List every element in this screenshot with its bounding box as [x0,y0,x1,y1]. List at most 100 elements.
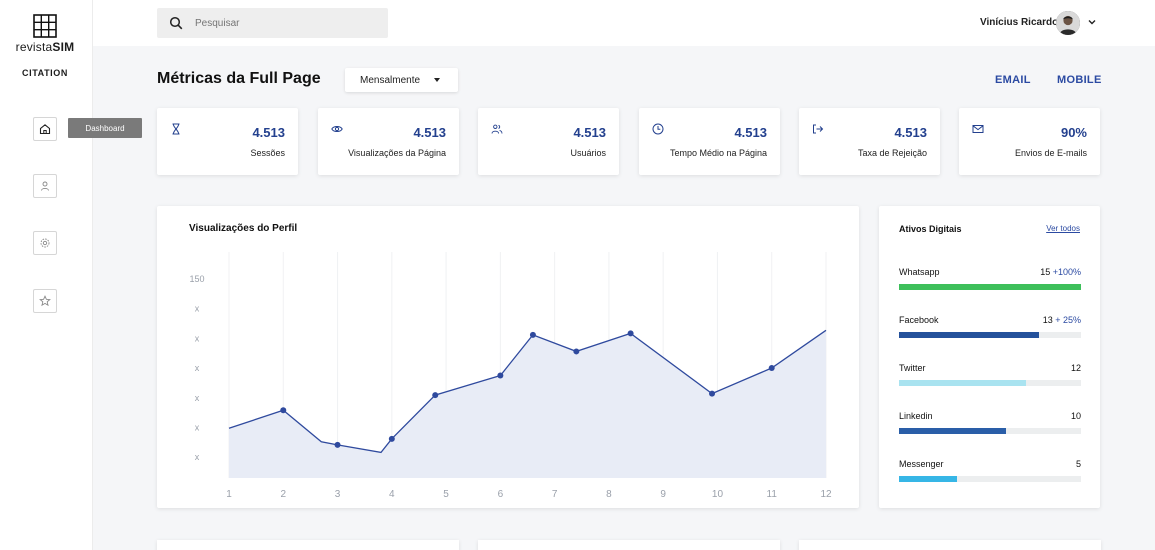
data-point [529,331,536,338]
x-tick-label: 7 [552,489,558,500]
stat-value: 4.513 [413,125,446,140]
stat-label: Tempo Médio na Página [669,148,767,158]
sidebar-item-favorites[interactable] [33,289,57,313]
x-tick-label: 9 [660,489,666,500]
x-tick-label: 2 [280,489,286,500]
avatar-photo [1056,11,1080,35]
stat-label: Sessões [250,148,285,158]
search-input[interactable] [195,17,375,29]
asset-count: 5 [1075,459,1081,469]
home-icon [39,124,51,135]
stat-label: Visualizações da Página [348,148,446,158]
sidebar: revistaSIM CITATION [0,0,93,550]
user-icon [41,181,49,191]
asset-count: 15 +100% [1040,267,1081,277]
search-box[interactable] [157,8,388,38]
asset-row-facebook: Facebook 13 + 25% [899,315,1081,345]
data-point [709,390,716,397]
period-label: Mensalmente [360,74,421,86]
logo-grid-icon [33,14,57,38]
stat-value: 4.513 [252,125,285,140]
y-tick-label: x [195,304,200,314]
stat-card-sessions: 4.513 Sessões [157,108,298,175]
progress-fill [899,428,1007,434]
progress-track [899,428,1081,434]
data-point [280,407,287,414]
y-tick-label: x [195,333,200,343]
series-line [228,329,827,454]
stat-label: Envios de E-mails [1014,148,1087,158]
dashboard-tooltip: Dashboard [68,118,142,138]
star-icon [39,295,51,307]
hourglass-icon [172,123,180,135]
progress-fill [899,332,1040,338]
brand-subtitle: CITATION [22,68,68,78]
data-point [627,330,634,337]
progress-track [899,284,1081,290]
mail-icon [972,125,984,133]
y-tick-label: x [195,363,200,373]
page-title: Métricas da Full Page [157,70,321,87]
tab-mobile[interactable]: MOBILE [1057,74,1102,86]
bottom-card [157,540,459,550]
progress-fill [899,380,1027,386]
user-name: Vinícius Ricardo [980,17,1059,28]
stat-card-bounce-rate: 4.513 Taxa de Rejeição [799,108,940,175]
progress-fill [899,284,1081,290]
x-tick-label: 1 [226,489,232,500]
asset-row-linkedin: Linkedin 10 [899,411,1081,441]
stat-card-avg-time: 4.513 Tempo Médio na Página [639,108,780,175]
top-bar: Vinícius Ricardo [93,0,1155,46]
stat-card-emails: 90% Envios de E-mails [959,108,1100,175]
asset-row-twitter: Twitter 12 [899,363,1081,393]
stat-label: Usuários [570,148,606,158]
x-tick-label: 4 [389,489,395,500]
x-tick-label: 3 [335,489,341,500]
y-tick-label: x [195,452,200,462]
data-point [432,392,439,399]
asset-name: Twitter [899,363,926,373]
stat-value: 4.513 [573,125,606,140]
series-area [229,330,826,478]
period-select[interactable]: Mensalmente [345,68,458,92]
stat-value: 90% [1060,125,1087,140]
progress-track [899,332,1081,338]
stat-card-users: 4.513 Usuários [478,108,619,175]
view-all-link[interactable]: Ver todos [1046,224,1080,233]
asset-delta: +100% [1052,267,1081,277]
caret-down-icon [434,78,440,82]
asset-count: 12 [1070,363,1081,373]
stat-card-pageviews: 4.513 Visualizações da Página [318,108,459,175]
tab-email[interactable]: EMAIL [995,74,1031,86]
x-tick-label: 11 [767,489,778,500]
y-tick-label: 150 [189,274,204,284]
asset-row-whatsapp: Whatsapp 15 +100% [899,267,1081,297]
clock-icon [652,123,664,135]
asset-delta: + 25% [1055,315,1081,325]
sidebar-item-profile[interactable] [33,174,57,198]
x-tick-label: 12 [820,489,832,500]
progress-fill [899,476,958,482]
stat-value: 4.513 [734,125,767,140]
asset-name: Linkedin [899,411,933,421]
x-tick-label: 5 [443,489,449,500]
asset-name: Facebook [899,315,939,325]
chevron-down-icon[interactable] [1087,17,1097,27]
asset-name: Messenger [899,459,944,469]
asset-count: 10 [1070,411,1081,421]
asset-count: 13 + 25% [1042,315,1081,325]
avatar[interactable] [1056,11,1080,35]
x-tick-label: 10 [712,489,724,500]
profile-views-chart-card: Visualizações do Perfil 150 x x x x x x 1 2 3 4 5 6 7… [157,206,859,508]
stat-value: 4.513 [894,125,927,140]
eye-icon [331,125,343,133]
sidebar-item-dashboard[interactable] [33,117,57,141]
asset-name: Whatsapp [899,267,940,277]
asset-row-messenger: Messenger 5 [899,459,1081,489]
sidebar-item-settings[interactable] [33,231,57,255]
x-tick-label: 8 [606,489,612,500]
data-point [768,365,775,372]
progress-track [899,380,1081,386]
x-tick-label: 6 [498,489,504,500]
exit-icon [813,124,824,134]
